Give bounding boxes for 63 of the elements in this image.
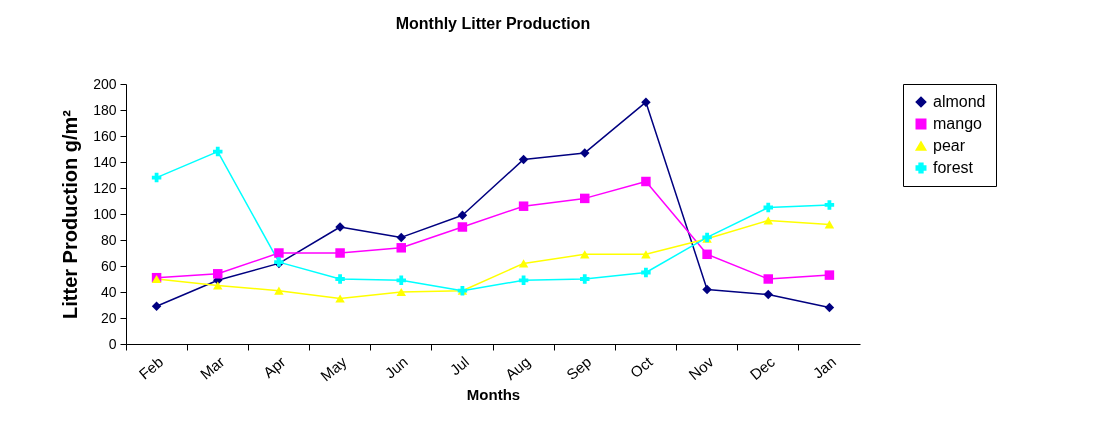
x-tick-label: Feb (135, 352, 167, 383)
point (763, 274, 773, 284)
legend-label: forest (933, 159, 974, 176)
x-tick-label: Sep (563, 352, 595, 384)
x-axis-title: Months (466, 386, 521, 404)
y-tick-label: 40 (100, 283, 117, 300)
point (824, 270, 835, 280)
point (518, 154, 529, 165)
point (518, 201, 529, 211)
legend-label: pear (933, 137, 966, 154)
point (824, 302, 835, 313)
point (457, 210, 468, 221)
point (763, 216, 773, 225)
x-tick-label: Apr (259, 352, 289, 381)
point (824, 220, 835, 229)
y-tick-label: 140 (93, 153, 117, 170)
point (213, 281, 223, 290)
point (396, 275, 406, 286)
point (580, 274, 590, 284)
y-tick-label: 160 (93, 127, 117, 144)
y-axis-title: Litter Production g/m² (59, 109, 82, 319)
point (396, 287, 406, 297)
point (824, 200, 835, 210)
x-tick-label: Jan (809, 352, 840, 382)
point (641, 250, 651, 259)
point (580, 193, 590, 204)
point (702, 284, 712, 295)
point (518, 259, 529, 268)
chart-title: Monthly Litter Production (395, 15, 591, 32)
y-tick-label: 100 (93, 205, 117, 222)
y-tick-label: 60 (100, 257, 117, 274)
x-tick-label: Oct (626, 352, 657, 381)
point (396, 232, 406, 243)
point (335, 294, 345, 303)
point (641, 267, 651, 278)
point (641, 176, 651, 187)
point (213, 269, 223, 279)
point (702, 249, 712, 260)
x-tick-label: May (317, 352, 351, 385)
point (457, 222, 468, 232)
y-tick-label: 120 (93, 179, 117, 196)
point (580, 148, 590, 158)
y-tick-label: 180 (93, 101, 117, 118)
point (151, 301, 162, 312)
x-tick-label: Jun (381, 352, 411, 382)
y-tick-label: 200 (93, 75, 117, 92)
x-tick-label: Dec (746, 352, 779, 384)
y-tick-label: 20 (100, 309, 117, 326)
point (763, 289, 773, 300)
y-tick-label: 0 (108, 335, 117, 352)
x-tick-label: Aug (501, 352, 534, 384)
point (396, 243, 406, 253)
point (335, 248, 345, 258)
x-tick-label: Nov (685, 352, 718, 384)
point (274, 248, 284, 258)
x-tick-label: Jul (446, 352, 473, 379)
point (335, 274, 345, 284)
y-tick-label: 80 (100, 231, 117, 248)
point (274, 286, 284, 295)
point (641, 97, 651, 107)
legend-label: mango (933, 115, 983, 132)
x-tick-label: Mar (196, 352, 228, 383)
legend-label: almond (933, 93, 986, 110)
